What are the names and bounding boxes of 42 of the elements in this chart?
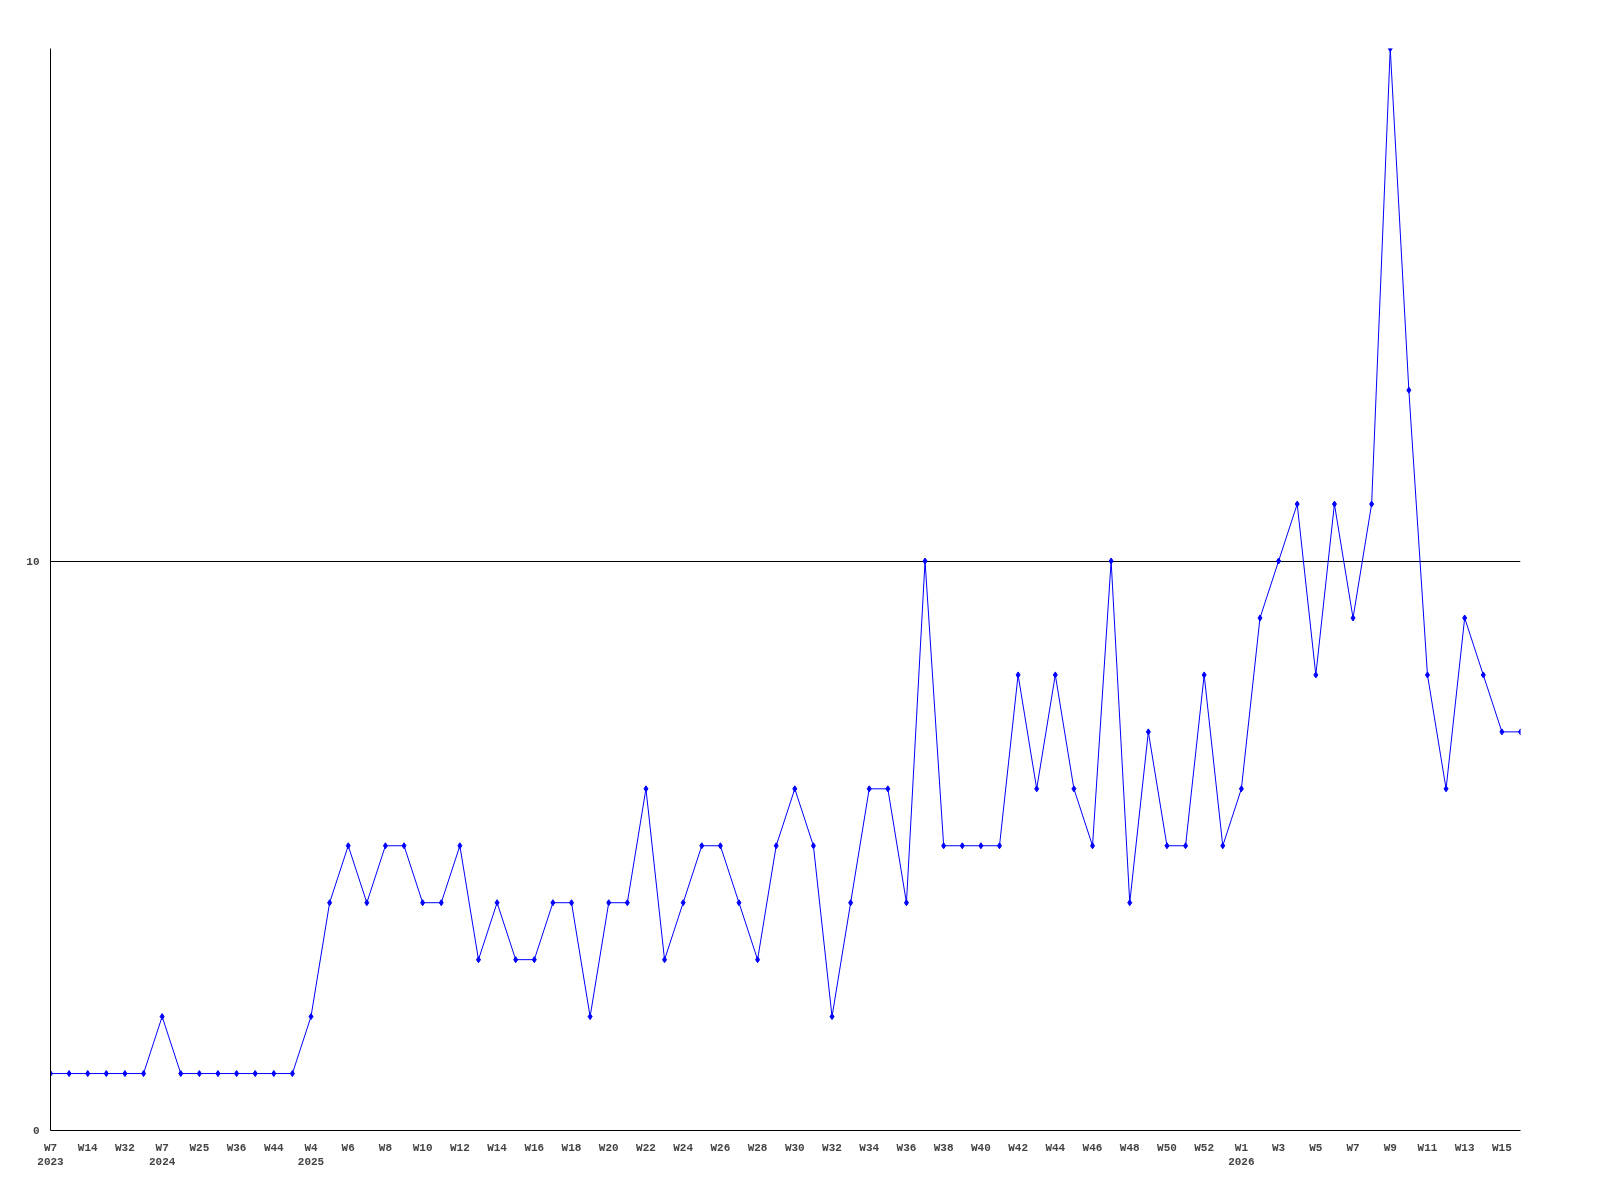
x-tick-label: W15 [1491,1141,1513,1154]
x-tick-label: W13 [1454,1141,1475,1154]
x-tick-label: W44 [263,1141,285,1154]
x-tick-label: W48 [1119,1141,1141,1154]
x-tick-label: W8 [378,1141,393,1154]
x-tick-label: W14 [77,1141,99,1154]
x-tick-label: W3 [1272,1141,1286,1154]
x-tick-label: W7 2023 [37,1141,65,1168]
x-tick-label: W24 [673,1141,694,1154]
x-tick-label: W36 [226,1141,247,1154]
x-tick-label: W28 [747,1141,768,1154]
y-tick-label: 0 [32,1125,40,1137]
x-tick-label: W10 [412,1141,433,1154]
x-tick-label: W26 [710,1141,731,1154]
x-tick-label: W42 [1008,1141,1029,1154]
x-tick-label: W5 [1309,1141,1323,1154]
x-tick-label: W25 [189,1141,210,1154]
x-tick-label: W38 [933,1141,954,1154]
x-tick-label: W22 [636,1141,656,1154]
x-tick-label: W32 [822,1141,842,1154]
x-tick-label: W20 [598,1141,619,1154]
x-tick-label: W4 2025 [297,1141,325,1168]
x-tick-label: W44 [1045,1141,1066,1154]
x-tick-label: W6 [341,1141,355,1154]
x-tick-label: W7 2024 [148,1141,176,1168]
x-tick-label: W32 [115,1141,135,1154]
x-tick-label: W52 [1194,1141,1215,1154]
x-tick-label: W7 [1346,1141,1360,1154]
x-tick-label: W34 [859,1141,880,1154]
x-tick-label: W9 [1383,1141,1397,1154]
x-tick-label: W18 [561,1141,582,1154]
x-tick-label: W11 [1417,1141,1438,1154]
x-tick-label: W30 [784,1141,805,1154]
y-tick-label: 10 [26,555,40,568]
x-tick-label: W1 2026 [1228,1141,1255,1168]
x-tick-label: W46 [1082,1141,1103,1154]
x-tick-label: W50 [1157,1141,1177,1154]
x-tick-label: W14 [487,1141,508,1154]
x-tick-label: W40 [970,1141,991,1154]
x-tick-label: W12 [449,1141,470,1154]
x-tick-label: W36 [896,1141,917,1154]
x-tick-label: W16 [524,1141,545,1154]
